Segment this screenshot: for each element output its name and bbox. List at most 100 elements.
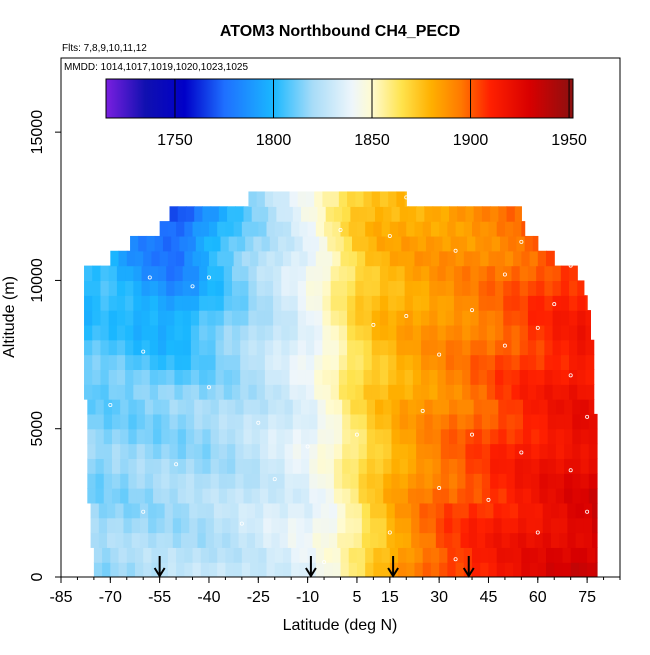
heatmap-cell [333, 206, 343, 222]
heatmap-cell [429, 280, 439, 296]
sample-point [256, 420, 261, 425]
heatmap-cell [281, 295, 291, 311]
heatmap-cell [427, 532, 437, 548]
heatmap-cell [340, 221, 350, 237]
heatmap-cell [136, 443, 146, 459]
heatmap-cell [363, 384, 373, 400]
heatmap-cell [381, 562, 391, 577]
heatmap-cell [396, 310, 406, 326]
heatmap-cell [511, 384, 521, 400]
heatmap-cell [200, 562, 210, 577]
heatmap-cell [463, 547, 473, 563]
heatmap-cell [207, 324, 217, 341]
heatmap-cell [116, 384, 126, 400]
heatmap-cell [444, 517, 453, 534]
heatmap-cell [217, 547, 227, 563]
heatmap-cell [251, 428, 261, 445]
heatmap-cell [587, 547, 596, 563]
heatmap-cell [523, 458, 532, 474]
heatmap-cell [343, 235, 353, 252]
heatmap-cell [404, 339, 414, 356]
heatmap-cell [498, 399, 508, 415]
heatmap-cell [144, 413, 154, 430]
heatmap-cell [266, 547, 276, 563]
heatmap-cell [118, 547, 128, 563]
heatmap-cell [486, 369, 496, 385]
heatmap-cell [325, 473, 335, 489]
heatmap-cell [169, 488, 179, 504]
heatmap-cell [388, 384, 397, 400]
heatmap-cell [399, 428, 409, 445]
sample-point [437, 352, 442, 357]
heatmap-cell [292, 473, 302, 489]
heatmap-cell [457, 206, 467, 222]
heatmap-cell [185, 488, 195, 504]
heatmap-cell [373, 221, 383, 237]
heatmap-cell [585, 384, 595, 400]
heatmap-cell [215, 324, 225, 341]
heatmap-cell [536, 384, 545, 400]
heatmap-cell [432, 443, 442, 459]
heatmap-cell [223, 280, 233, 296]
heatmap-cell [87, 473, 97, 489]
heatmap-cell [217, 221, 227, 237]
heatmap-cell [108, 384, 118, 400]
sample-point [519, 239, 524, 244]
heatmap-cell [103, 443, 113, 459]
heatmap-cell [328, 517, 338, 534]
heatmap-cell [373, 250, 383, 267]
heatmap-cell [256, 295, 266, 311]
heatmap-cell [383, 458, 393, 474]
heatmap-cell [289, 354, 299, 370]
heatmap-cell [161, 399, 171, 415]
heatmap-cell [218, 206, 228, 222]
heatmap-cell [379, 369, 389, 385]
heatmap-cell [176, 547, 185, 563]
heatmap-cell [149, 354, 159, 370]
heatmap-cell [350, 473, 360, 489]
heatmap-cell [396, 354, 406, 370]
heatmap-cell [158, 295, 167, 311]
heatmap-cell [370, 517, 379, 534]
heatmap-cell [350, 443, 360, 459]
heatmap-cell [462, 295, 471, 311]
heatmap-cell [299, 547, 309, 563]
heatmap-cell [588, 488, 598, 504]
heatmap-cell [289, 369, 299, 385]
heatmap-cell [125, 324, 134, 341]
heatmap-cell [200, 221, 210, 237]
heatmap-cell [478, 265, 488, 282]
heatmap-cell [465, 473, 475, 489]
heatmap-cell [240, 295, 250, 311]
heatmap-cell [547, 488, 557, 504]
heatmap-cell [371, 295, 381, 311]
heatmap-cell [363, 354, 373, 370]
heatmap-cell [569, 310, 578, 326]
heatmap-cell [153, 413, 162, 430]
heatmap-cell [256, 339, 266, 356]
heatmap-cell [281, 280, 291, 296]
heatmap-cell [259, 413, 269, 430]
heatmap-cell [248, 339, 258, 356]
heatmap-cell [207, 369, 217, 385]
heatmap-cell [176, 221, 185, 237]
heatmap-cell [414, 562, 424, 577]
heatmap-cell [258, 221, 268, 237]
heatmap-cell [332, 562, 342, 577]
heatmap-cell [398, 547, 407, 563]
heatmap-cell [495, 280, 504, 296]
heatmap-cell [347, 354, 356, 370]
heatmap-cell [396, 369, 406, 385]
heatmap-cell [317, 206, 327, 222]
heatmap-cell [120, 413, 130, 430]
heatmap-cell [498, 458, 508, 474]
heatmap-cell [240, 310, 250, 326]
heatmap-cell [375, 428, 384, 445]
heatmap-cell [406, 547, 416, 563]
heatmap-cell [136, 399, 146, 415]
sample-point [206, 385, 211, 390]
heatmap-cell [231, 280, 241, 296]
sample-point [190, 284, 195, 289]
heatmap-cell [546, 250, 555, 267]
heatmap-cell [444, 502, 453, 519]
